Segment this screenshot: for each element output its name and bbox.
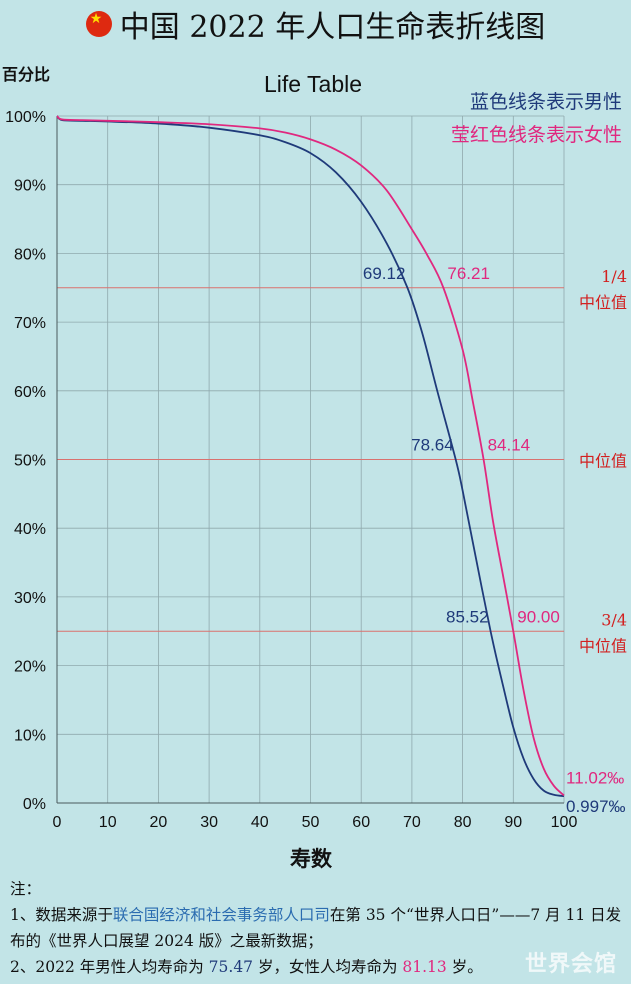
female-end-label: 11.02‰ [566,768,624,787]
female-quantile-label: 76.21 [447,264,490,283]
notes-heading: 注： [10,880,42,898]
female-life-expectancy: 81.13 [402,958,447,976]
y-tick-label: 90% [14,178,46,195]
x-axis-label: 寿数 [290,846,333,871]
x-tick-label: 20 [150,814,168,831]
reference-label-bottom: 中位值 [579,293,627,312]
y-tick-label: 70% [14,315,46,332]
male-life-expectancy: 75.47 [208,958,254,976]
x-tick-label: 60 [352,814,370,831]
y-tick-label: 30% [14,590,46,607]
legend-male: 蓝色线条表示男性 [470,91,622,113]
female-quantile-label: 90.00 [517,607,560,626]
note-2: 2、2022 年男性人均寿命为 75.47 岁，女性人均寿命为 81.13 岁。 [10,954,625,980]
note-2-prefix: 2、2022 年男性人均寿命为 [10,958,209,976]
y-tick-label: 40% [14,521,46,538]
male-quantile-label: 78.64 [411,436,454,455]
reference-label-bottom: 中位值 [579,636,627,655]
y-tick-label: 60% [14,384,46,401]
x-tick-label: 10 [99,814,117,831]
reference-label-top: 1/4 [601,267,627,286]
x-tick-label: 90 [504,814,522,831]
x-tick-label: 80 [454,814,472,831]
page-title: 中国 2022 年人口生命表折线图 [0,4,631,45]
reference-label-bottom: 中位值 [579,452,627,471]
y-tick-label: 10% [14,727,46,744]
note-2-suffix: 岁。 [446,958,483,976]
chart-title: Life Table [264,71,362,97]
note-1-suffix: 在第 35 个“世界人口日”——7 月 11 日发布的《世界人口展望 2024 … [10,906,622,950]
male-quantile-label: 85.52 [446,607,489,626]
male-end-label: 0.997‰ [566,797,626,816]
watermark-logo: 世界会馆 [524,952,617,977]
male-quantile-label: 69.12 [363,264,406,283]
china-flag-icon [85,11,112,37]
note-1-prefix: 1、数据来源于 [10,906,113,924]
y-tick-label: 80% [14,246,46,263]
x-tick-label: 30 [200,814,218,831]
note-2-mid: 岁，女性人均寿命为 [253,958,403,976]
x-tick-label: 40 [251,814,269,831]
female-series-line [56,115,565,797]
female-quantile-label: 84.14 [488,436,531,455]
reference-label-top: 3/4 [601,610,627,629]
x-tick-label: 70 [403,814,421,831]
y-axis-label: 百分比 [2,65,50,84]
x-tick-label: 0 [53,814,62,831]
male-series-line [56,115,565,798]
y-tick-label: 0% [23,796,46,813]
x-tick-label: 100 [551,814,578,831]
y-tick-label: 50% [14,453,46,470]
note-1: 1、数据来源于联合国经济和社会事务部人口司在第 35 个“世界人口日”——7 月… [10,902,625,954]
legend-female: 莹红色线条表示女性 [451,124,622,146]
y-tick-label: 100% [5,109,46,126]
note-1-source: 联合国经济和社会事务部人口司 [112,906,330,924]
page-title-text: 中国 2022 年人口生命表折线图 [119,10,546,45]
x-tick-label: 50 [302,814,320,831]
y-tick-label: 20% [14,659,46,676]
notes: 注： 1、数据来源于联合国经济和社会事务部人口司在第 35 个“世界人口日”——… [10,876,625,980]
